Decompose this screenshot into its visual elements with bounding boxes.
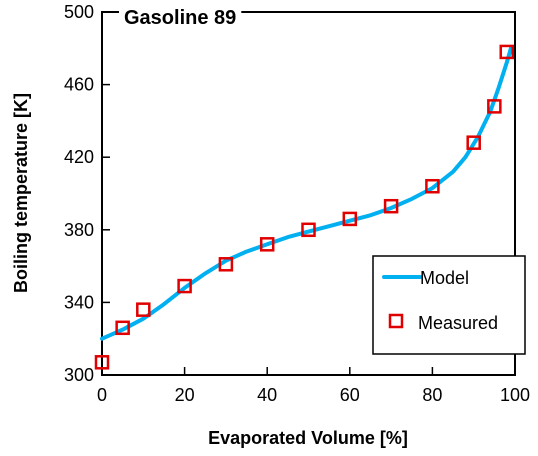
x-tick-label: 40 xyxy=(257,385,277,405)
x-tick-label: 0 xyxy=(97,385,107,405)
y-tick-label: 460 xyxy=(64,75,94,95)
measured-point xyxy=(425,178,440,194)
measured-point xyxy=(94,355,110,370)
chart-title: Gasoline 89 xyxy=(124,7,236,29)
measured-point xyxy=(487,99,502,114)
legend-box xyxy=(372,255,526,355)
measured-point xyxy=(301,222,316,238)
measured-point xyxy=(259,237,275,252)
measured-point xyxy=(383,198,399,214)
legend: Model Measured xyxy=(372,255,526,355)
legend-measured-label: Measured xyxy=(418,313,498,333)
measured-point xyxy=(218,257,234,272)
legend-measured-swatch xyxy=(388,313,404,329)
y-axis-ticks: 300 340 380 420 460 500 xyxy=(64,2,110,385)
measured-point xyxy=(177,278,192,294)
chart-title-background xyxy=(119,2,242,28)
measured-point xyxy=(342,211,358,227)
x-tick-label: 80 xyxy=(422,385,442,405)
legend-model-label: Model xyxy=(420,268,469,288)
x-tick-label: 100 xyxy=(500,385,530,405)
y-tick-label: 420 xyxy=(64,147,94,167)
x-tick-label: 20 xyxy=(175,385,195,405)
measured-point xyxy=(136,302,151,317)
x-axis-title: Evaporated Volume [%] xyxy=(208,428,408,448)
x-axis-ticks: 0 20 40 60 80 100 xyxy=(97,367,530,405)
y-tick-label: 300 xyxy=(64,365,94,385)
measured-point xyxy=(466,135,481,150)
measured-point xyxy=(499,44,514,60)
y-tick-label: 340 xyxy=(64,292,94,312)
x-tick-label: 60 xyxy=(340,385,360,405)
series-layer xyxy=(94,44,514,370)
y-tick-label: 380 xyxy=(64,220,94,240)
measured-point xyxy=(115,320,130,336)
y-axis-title: Boiling temperature [K] xyxy=(11,93,31,293)
y-tick-label: 500 xyxy=(64,2,94,22)
